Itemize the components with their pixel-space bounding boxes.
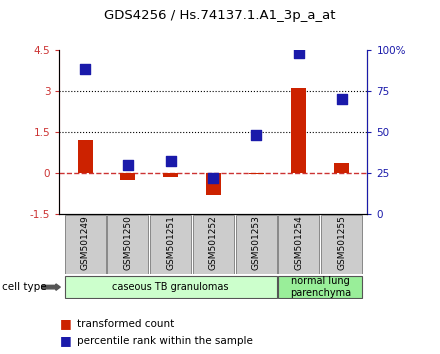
Text: percentile rank within the sample: percentile rank within the sample [77,336,253,346]
Bar [77,140,92,173]
Bar [249,173,264,175]
Bar [163,173,178,177]
Text: GSM501253: GSM501253 [252,216,260,270]
FancyBboxPatch shape [321,215,362,274]
Point [253,132,260,138]
FancyBboxPatch shape [279,276,362,298]
Text: GSM501254: GSM501254 [294,216,304,270]
Text: caseous TB granulomas: caseous TB granulomas [112,282,229,292]
FancyBboxPatch shape [236,215,277,274]
Text: ■: ■ [59,334,71,347]
FancyBboxPatch shape [279,215,319,274]
Point [338,96,345,102]
Bar [291,88,306,173]
Text: GSM501251: GSM501251 [166,216,175,270]
Bar [334,164,349,173]
Point [210,175,217,181]
Text: normal lung
parenchyma: normal lung parenchyma [290,276,351,298]
Point [81,67,88,72]
Text: ■: ■ [59,318,71,330]
FancyBboxPatch shape [65,215,106,274]
FancyBboxPatch shape [193,215,234,274]
Text: transformed count: transformed count [77,319,174,329]
FancyBboxPatch shape [107,215,148,274]
Bar [206,173,221,195]
Point [295,50,302,56]
Text: GSM501252: GSM501252 [209,216,218,270]
Point [167,159,174,164]
Text: GDS4256 / Hs.74137.1.A1_3p_a_at: GDS4256 / Hs.74137.1.A1_3p_a_at [104,9,336,22]
Bar [121,173,136,180]
Text: GSM501249: GSM501249 [81,216,90,270]
Text: cell type: cell type [2,282,47,292]
Point [125,162,132,167]
Text: GSM501250: GSM501250 [123,216,132,270]
Text: GSM501255: GSM501255 [337,216,346,270]
FancyBboxPatch shape [65,276,277,298]
FancyBboxPatch shape [150,215,191,274]
